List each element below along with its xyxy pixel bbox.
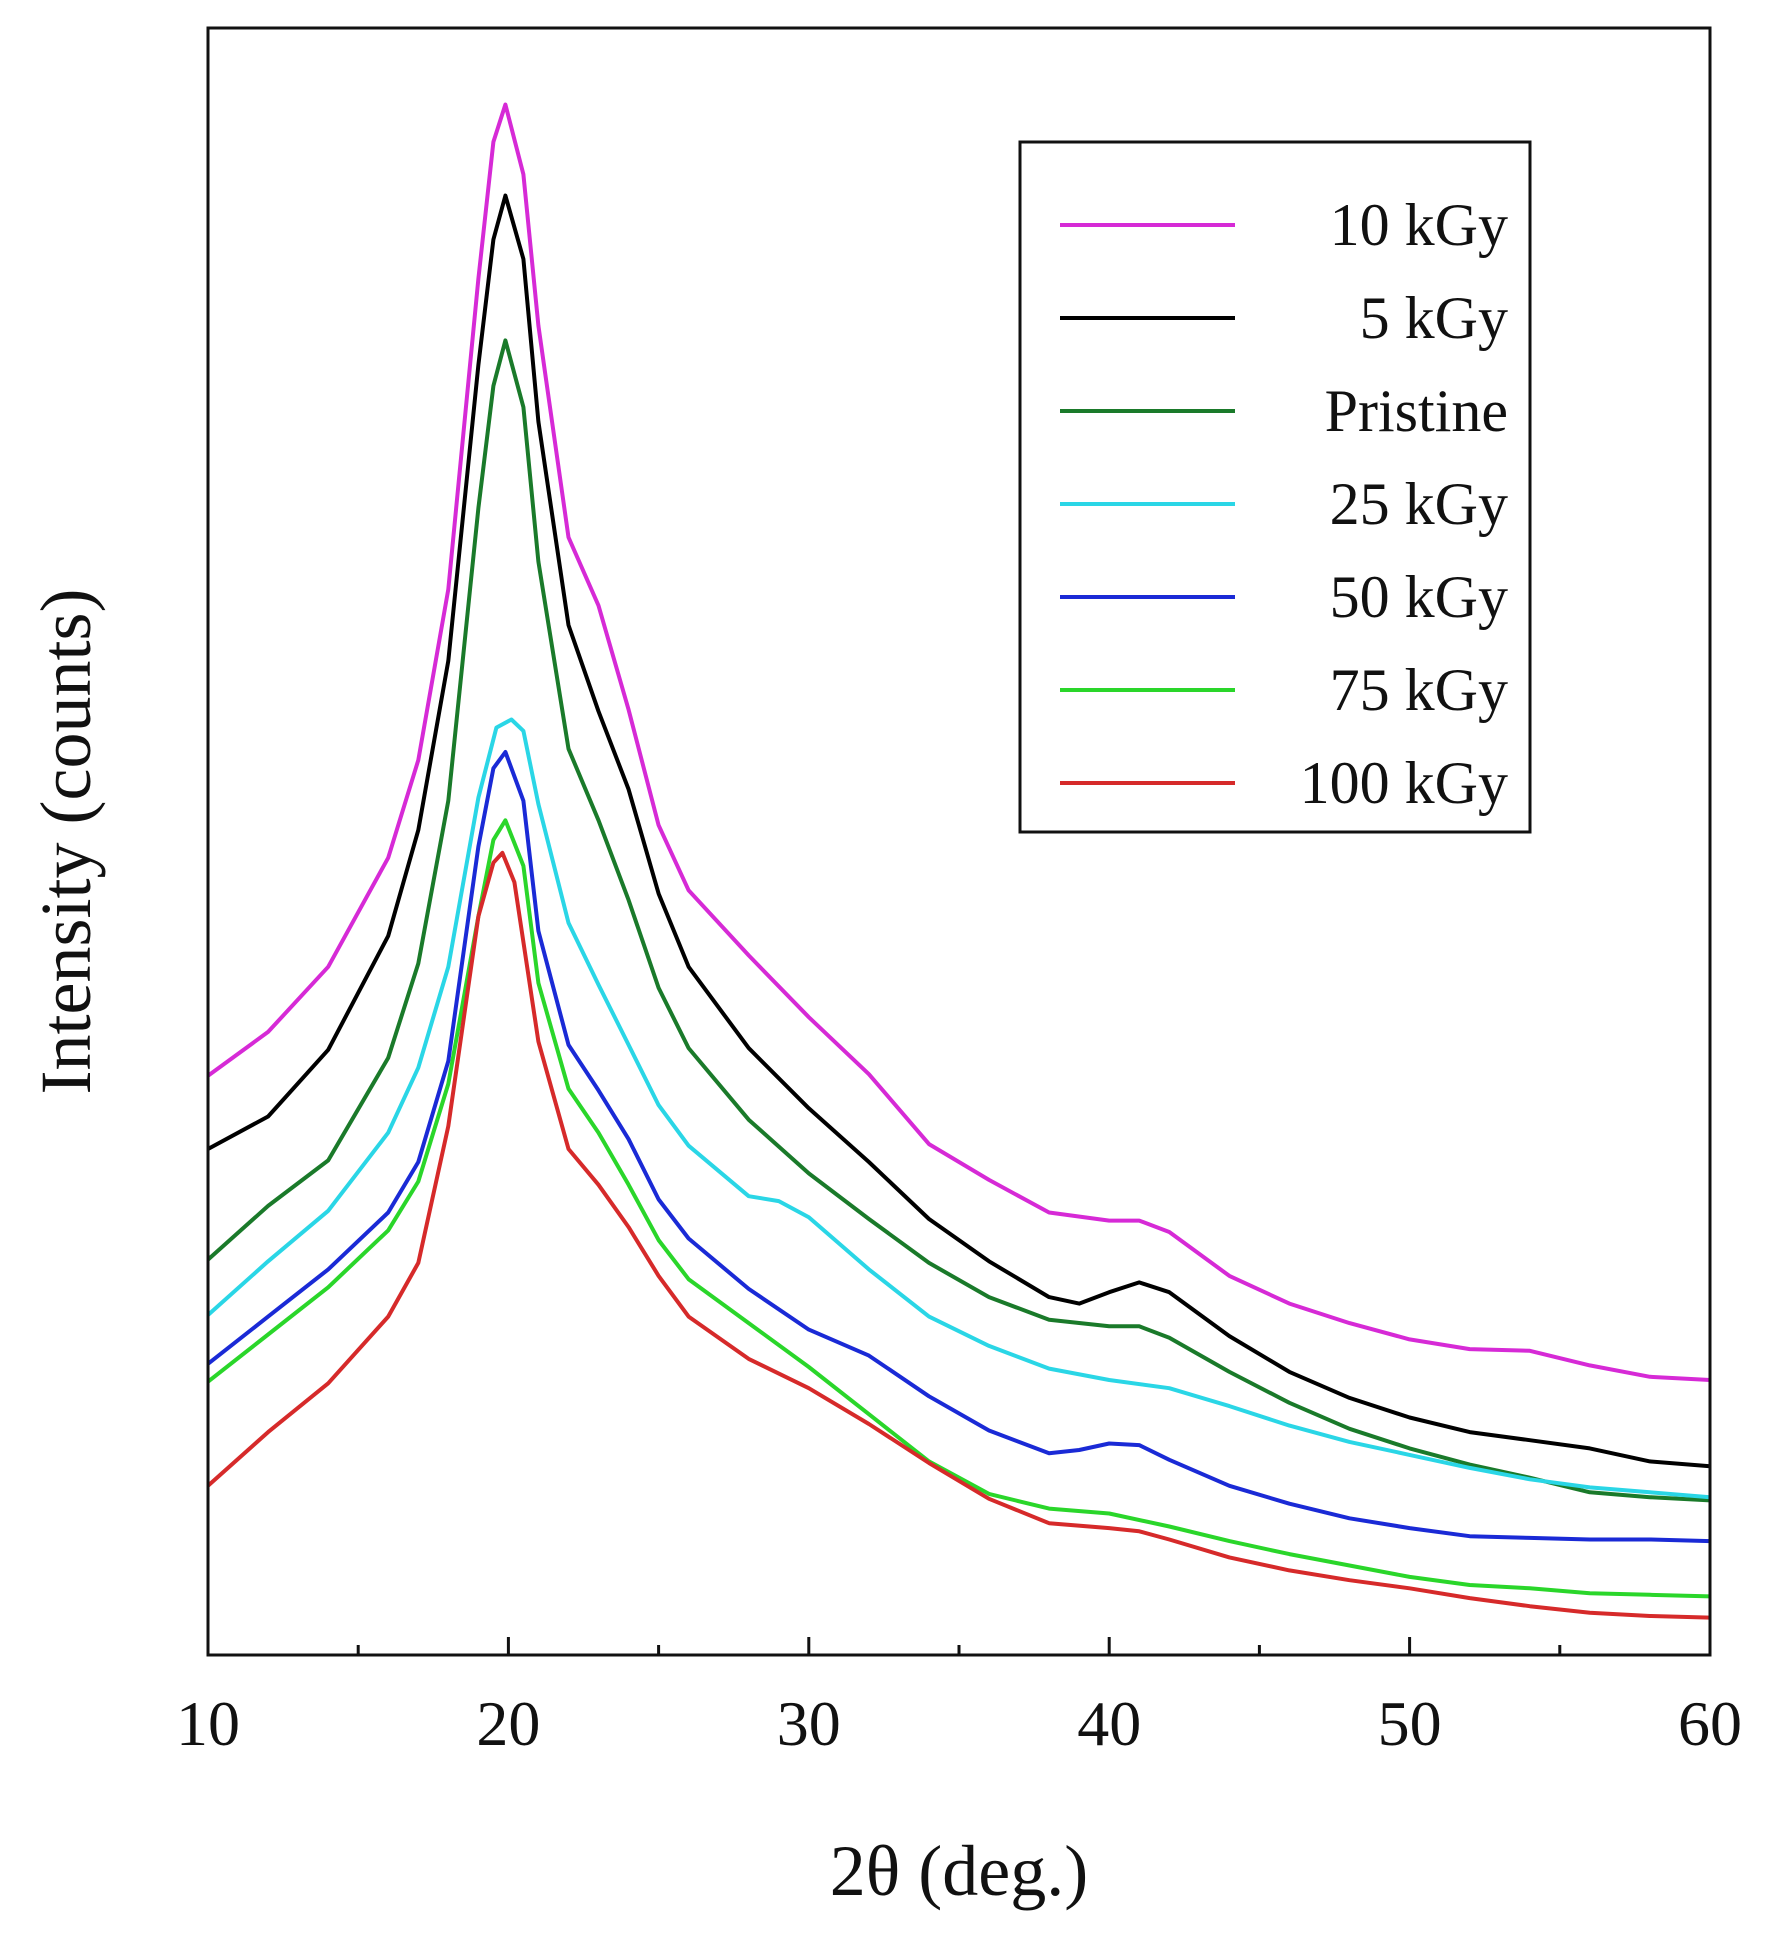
legend-label: 25 kGy (1330, 471, 1508, 537)
legend-label: 5 kGy (1360, 285, 1508, 351)
x-tick-label: 10 (176, 1688, 240, 1759)
y-axis-title: Intensity (counts) (26, 589, 106, 1095)
series-layer (206, 102, 1711, 1620)
series-line-5-kgy (207, 193, 1711, 1469)
legend-items: 10 kGy 5 kGy Pristine 25 kGy 50 kGy 75 kGy 100… (1060, 192, 1508, 816)
series-line-75-kgy (206, 818, 1711, 1599)
legend-label: 100 kGy (1300, 750, 1508, 816)
x-ticks: 10 20 30 40 50 60 (176, 1637, 1742, 1759)
legend-label: 75 kGy (1330, 657, 1508, 723)
series-line-100-kgy (206, 850, 1711, 1620)
x-tick-label: 20 (476, 1688, 540, 1759)
x-tick-label: 60 (1678, 1688, 1742, 1759)
series-line-50-kgy (206, 750, 1711, 1544)
legend-box (1018, 140, 1532, 834)
legend-label: 10 kGy (1330, 192, 1508, 258)
legend-label: Pristine (1325, 378, 1508, 444)
x-axis-title: 2θ (deg.) (830, 1831, 1088, 1911)
legend-label: 50 kGy (1330, 564, 1508, 630)
x-tick-label: 30 (777, 1688, 841, 1759)
x-tick-label: 40 (1077, 1688, 1141, 1759)
series-line-25-kgy (206, 717, 1711, 1500)
x-tick-label: 50 (1378, 1688, 1442, 1759)
series-line-pristine (206, 338, 1711, 1503)
legend: 10 kGy 5 kGy Pristine 25 kGy 50 kGy 75 kGy 100… (1018, 140, 1532, 834)
series-line-10-kgy (206, 102, 1711, 1382)
